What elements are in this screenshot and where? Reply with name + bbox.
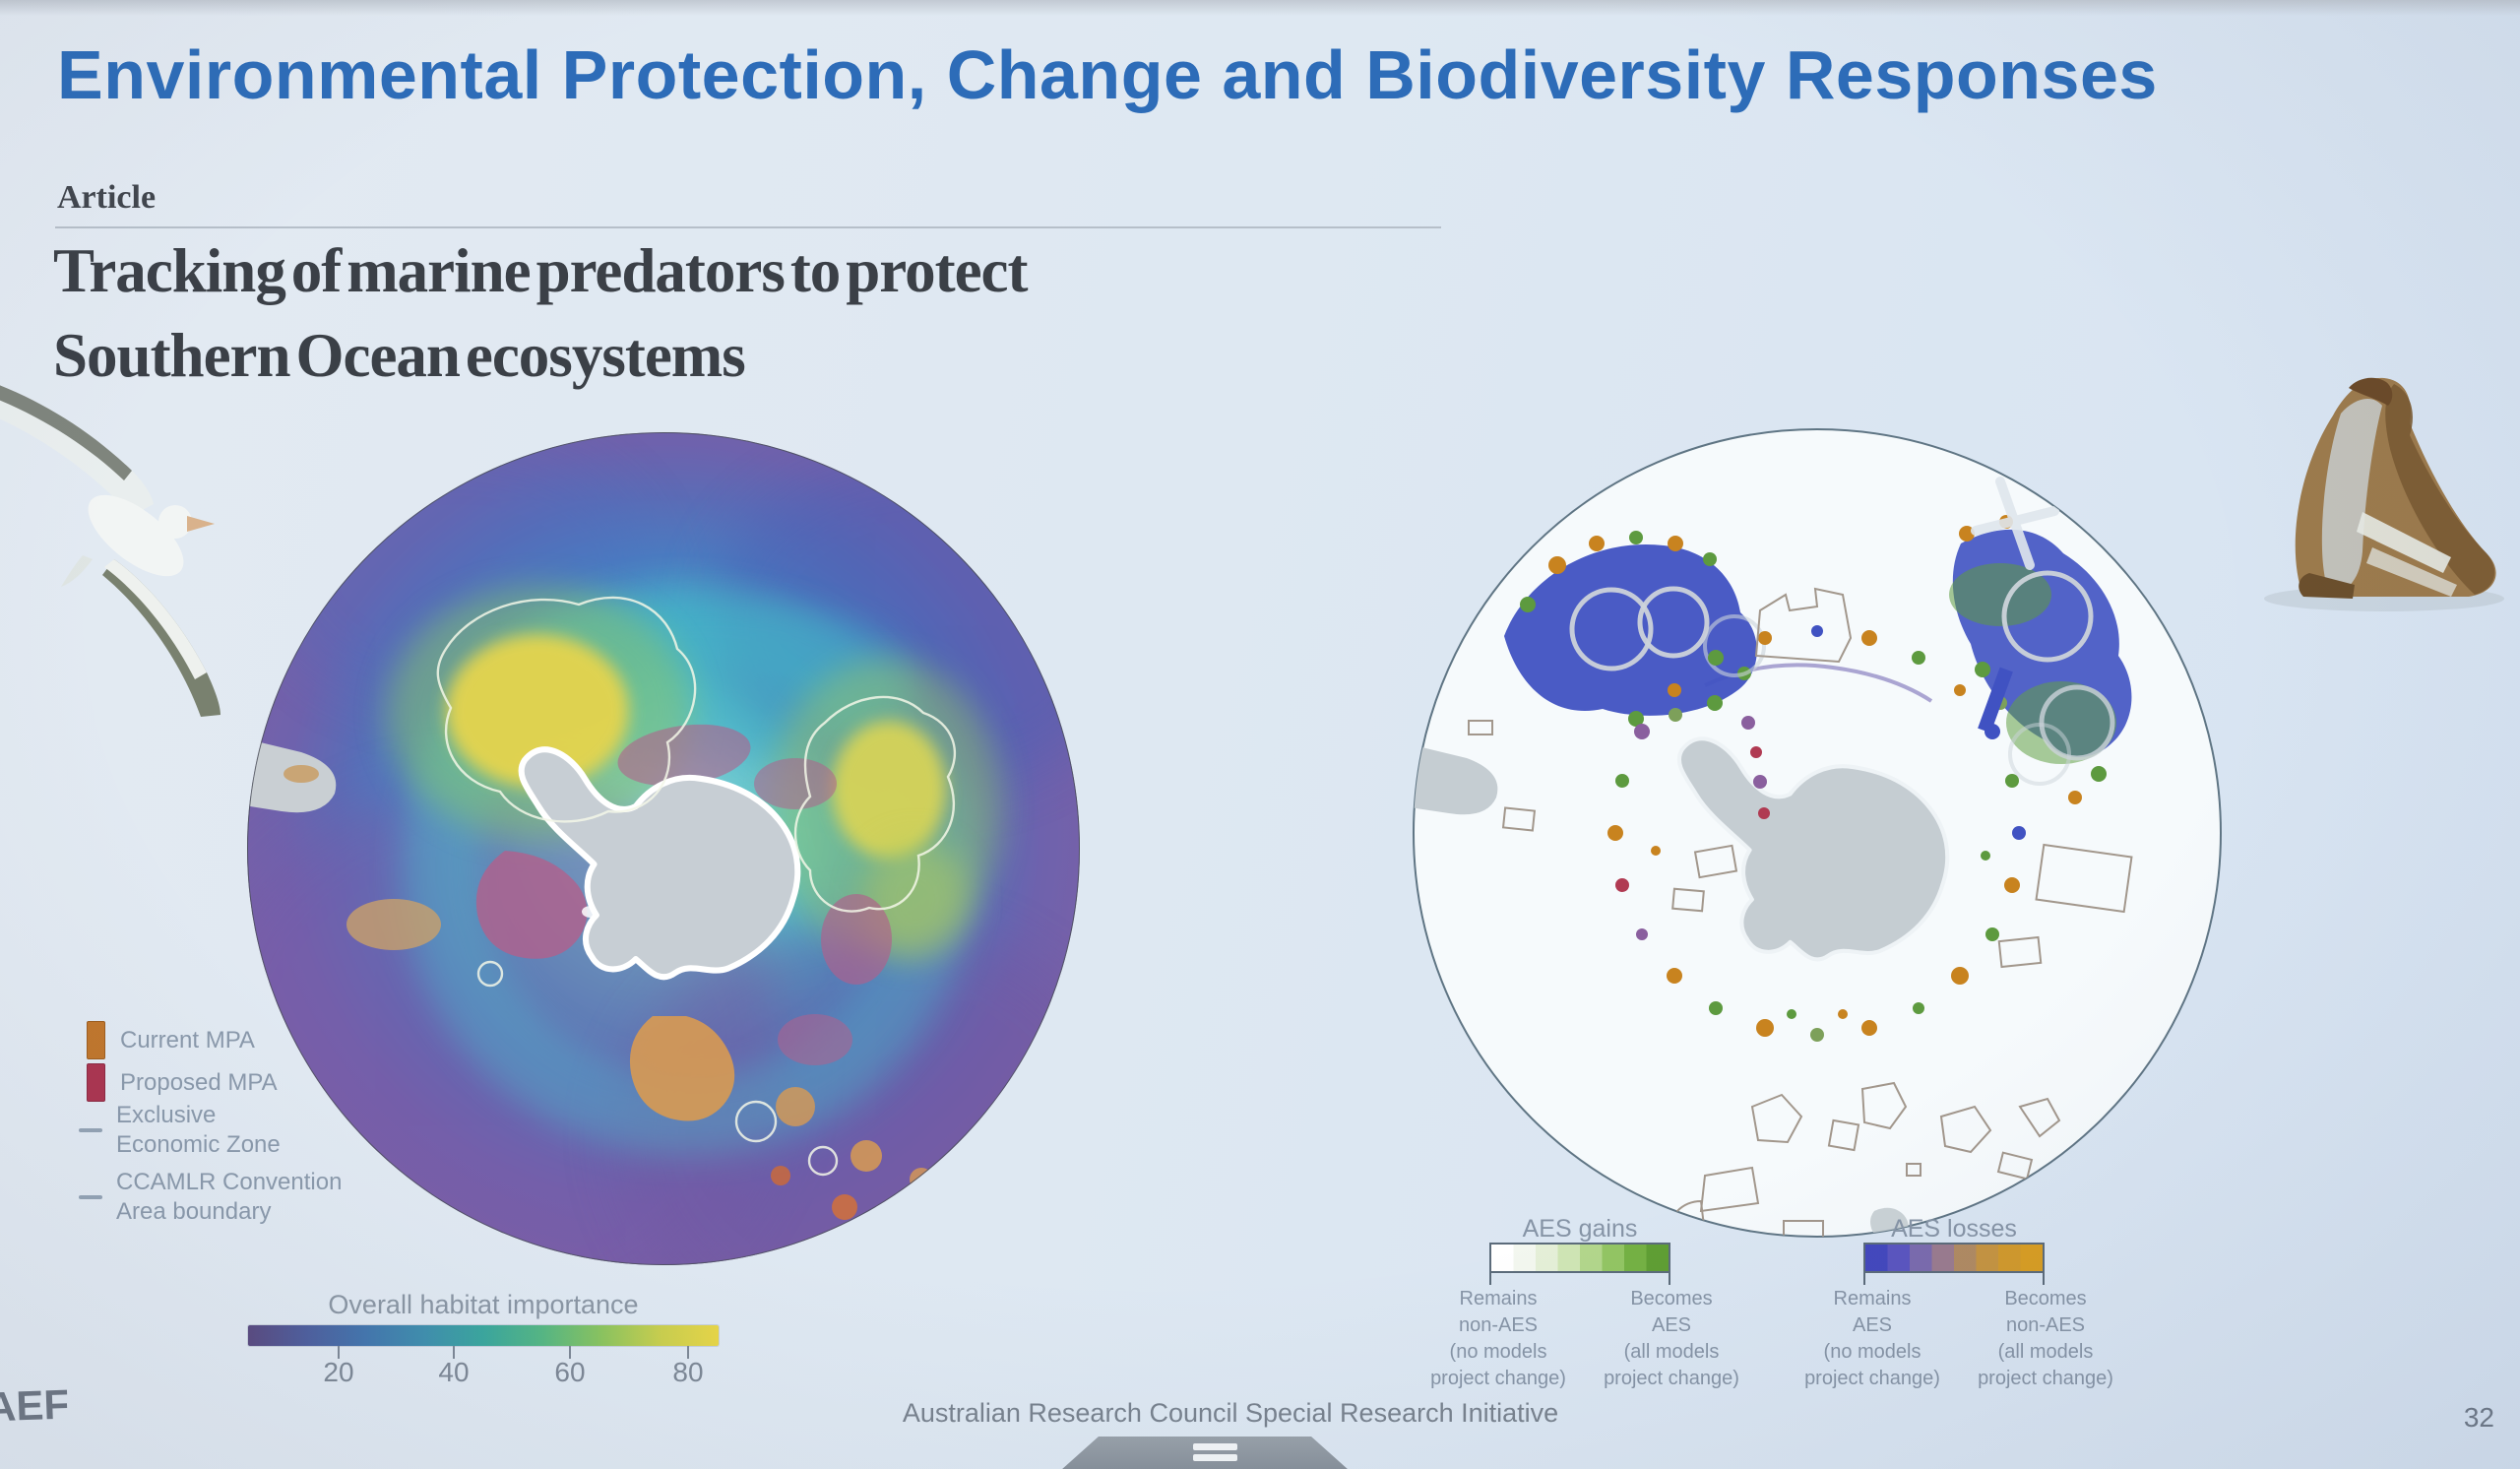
albatross-illustration xyxy=(0,385,220,717)
aes-gains-title: AES gains xyxy=(1522,1215,1638,1243)
aes-change-map xyxy=(1413,428,2222,1238)
bracket-tick xyxy=(2043,1273,2045,1285)
habitat-hotspots xyxy=(387,587,1002,959)
legend-current-mpa: Current MPA xyxy=(120,1027,255,1054)
seal-illustration xyxy=(2264,377,2504,611)
habitat-importance-map xyxy=(247,432,1080,1265)
colorbar-tick xyxy=(338,1346,340,1359)
albatross-in-flight xyxy=(0,385,220,717)
aes-losses-right-label: Becomes non-AES (all models project chan… xyxy=(1978,1288,2113,1389)
headline-line-1: Tracking of marine predators to protect xyxy=(53,236,1028,305)
bracket-tick xyxy=(1669,1273,1670,1285)
legend-ccamlr: CCAMLR Convention Area boundary xyxy=(116,1169,343,1225)
eez-line-swatch xyxy=(79,1128,102,1132)
colorbar-label-60: 60 xyxy=(554,1357,586,1387)
article-headline: Tracking of marine predators to protect … xyxy=(53,228,1028,398)
headline-line-2: Southern Ocean ecosystems xyxy=(53,321,746,390)
colorbar-tick xyxy=(453,1346,455,1359)
article-divider xyxy=(55,226,1441,228)
colorbar-tick xyxy=(687,1346,689,1359)
aes-losses-colorbar xyxy=(1863,1243,2045,1285)
aes-remains-nz xyxy=(1949,477,2132,804)
habitat-importance-colorbar xyxy=(248,1325,719,1346)
bracket-tick xyxy=(1863,1273,1865,1285)
page-number: 32 xyxy=(2463,1402,2494,1433)
south-america-land xyxy=(1414,744,1498,815)
colorbar-tick xyxy=(569,1346,571,1359)
footer-attribution: Australian Research Council Special Rese… xyxy=(902,1398,1559,1428)
legend-proposed-mpa: Proposed MPA xyxy=(120,1069,278,1096)
legend-eez: Exclusive Economic Zone xyxy=(116,1102,281,1158)
lectern-vent-bar xyxy=(1193,1443,1237,1450)
aes-losses-title: AES losses xyxy=(1891,1215,2017,1243)
bracket-tick xyxy=(1489,1273,1491,1285)
aes-gains-colorbar xyxy=(1489,1243,1670,1285)
aes-gains-left-label: Remains non-AES (no models project chang… xyxy=(1430,1288,1566,1389)
article-label: Article xyxy=(57,179,157,216)
ccamlr-line-swatch xyxy=(79,1195,102,1199)
colorbar-label-80: 80 xyxy=(672,1357,704,1387)
fur-seal xyxy=(2264,377,2504,611)
lectern-obstruction xyxy=(1061,1437,1349,1469)
aes-gains-right-label: Becomes AES (all models project change) xyxy=(1604,1288,1739,1389)
colorbar-label-40: 40 xyxy=(438,1357,470,1387)
aes-remains-patagonia xyxy=(1504,531,1770,819)
aes-losses-left-label: Remains AES (no models project change) xyxy=(1804,1288,1940,1389)
eez-contours xyxy=(436,596,957,1177)
antarctica-landmass xyxy=(518,746,801,981)
coastal-change-speckles xyxy=(1607,625,2026,1042)
lectern-vent-bar xyxy=(1193,1454,1237,1461)
current-mpa-swatch xyxy=(87,1021,105,1059)
antarctica-landmass xyxy=(1676,736,1950,962)
colorbar-title: Overall habitat importance xyxy=(328,1290,639,1319)
colorbar-label-20: 20 xyxy=(323,1357,354,1387)
page-title: Environmental Protection, Change and Bio… xyxy=(57,36,2158,113)
proposed-mpa-swatch xyxy=(87,1063,105,1102)
